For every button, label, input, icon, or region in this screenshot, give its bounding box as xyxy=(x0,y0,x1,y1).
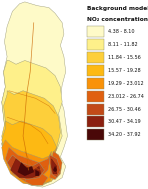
Text: Background modelled: Background modelled xyxy=(87,6,148,11)
Bar xyxy=(87,129,104,140)
Bar xyxy=(87,78,104,89)
Text: 23.012 - 26.74: 23.012 - 26.74 xyxy=(108,94,143,99)
Bar xyxy=(87,65,104,76)
Polygon shape xyxy=(7,155,44,180)
Text: 26.75 - 30.46: 26.75 - 30.46 xyxy=(108,107,140,112)
Text: 15.57 - 19.28: 15.57 - 19.28 xyxy=(108,68,140,73)
Polygon shape xyxy=(2,140,57,185)
Text: 19.29 - 23.012: 19.29 - 23.012 xyxy=(108,81,143,86)
Polygon shape xyxy=(25,170,48,185)
Text: 34.20 - 37.92: 34.20 - 37.92 xyxy=(108,132,140,137)
Bar xyxy=(87,39,104,50)
Text: 4.38 - 8.10: 4.38 - 8.10 xyxy=(108,29,134,34)
Polygon shape xyxy=(52,159,57,174)
Text: 30.47 - 34.19: 30.47 - 34.19 xyxy=(108,119,140,124)
Polygon shape xyxy=(36,170,39,176)
Polygon shape xyxy=(50,151,62,180)
Bar xyxy=(87,104,104,115)
Polygon shape xyxy=(11,159,41,178)
Polygon shape xyxy=(2,2,67,187)
Polygon shape xyxy=(5,147,52,181)
Bar xyxy=(87,116,104,127)
Polygon shape xyxy=(2,121,57,185)
Polygon shape xyxy=(18,163,34,176)
Bar xyxy=(87,26,104,37)
Polygon shape xyxy=(2,60,62,185)
Text: 11.84 - 15.56: 11.84 - 15.56 xyxy=(108,55,140,60)
Bar xyxy=(87,91,104,102)
Text: 8.11 - 11.82: 8.11 - 11.82 xyxy=(108,42,137,47)
Bar xyxy=(87,52,104,63)
Text: NO₂ concentrations: NO₂ concentrations xyxy=(87,17,148,22)
Polygon shape xyxy=(53,166,57,172)
Polygon shape xyxy=(2,91,60,185)
Polygon shape xyxy=(50,155,60,178)
